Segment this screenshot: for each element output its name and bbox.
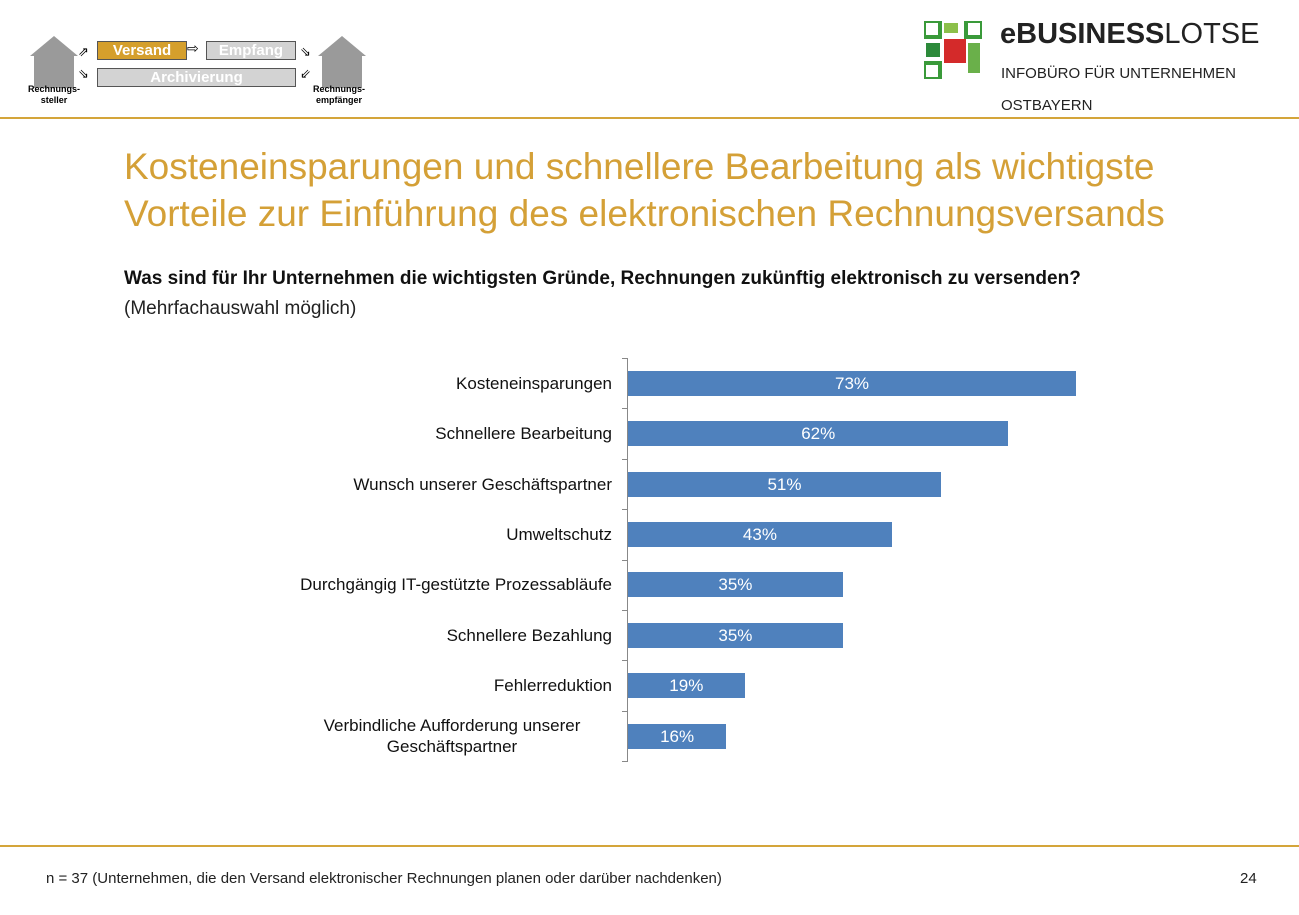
bar (628, 622, 843, 648)
brand-bold: eBUSINESS (1000, 18, 1165, 50)
data-label: 62% (801, 424, 836, 444)
category-label: Schnellere Bearbeitung (435, 424, 612, 444)
bar (628, 521, 892, 547)
axis-tick (622, 660, 628, 662)
receiver-label: Rechnungs- empfänger (312, 84, 365, 105)
data-label: 19% (669, 676, 704, 696)
category-label: Fehlerreduktion (493, 676, 612, 696)
bar (628, 370, 1076, 396)
page-number: 24 (1240, 870, 1257, 887)
versand-box: Versand (97, 41, 187, 60)
axis-tick (622, 408, 628, 410)
sender-label: Rechnungs- steller (27, 84, 80, 105)
logo-line1: INFOBÜRO FÜR UNTERNEHMEN (1001, 65, 1236, 82)
empfang-box: Empfang (206, 41, 296, 60)
house-sender-icon (30, 36, 78, 88)
qr-code-icon (924, 21, 982, 79)
category-label: Wunsch unserer Geschäftspartner (353, 474, 612, 494)
arrow-icon: ⇘ (300, 44, 311, 59)
data-label: 35% (718, 625, 753, 645)
archivierung-box: Archivierung (97, 68, 296, 87)
footer-note: n = 37 (Unternehmen, die den Versand ele… (46, 870, 722, 887)
brand-light: LOTSE (1164, 18, 1260, 50)
axis-tick (622, 610, 628, 611)
data-label: 73% (834, 373, 870, 393)
bar (628, 572, 843, 598)
survey-question: Was sind für Ihr Unternehmen die wichtig… (124, 268, 1081, 289)
slide-title: Kosteneinsparungen und schnellere Bearbe… (124, 146, 1165, 234)
header-divider (0, 117, 1299, 119)
data-label: 43% (742, 524, 777, 544)
category-label: Kosteneinsparungen (456, 373, 612, 393)
house-receiver-icon (318, 36, 366, 88)
arrow-icon: ⇗ (78, 44, 89, 59)
bar (628, 421, 1009, 447)
data-label: 16% (660, 726, 695, 746)
axis-tick (622, 358, 628, 359)
axis-tick (622, 509, 628, 511)
category-label: Durchgängig IT-gestützte Prozessabläufe (300, 575, 612, 595)
bar (628, 673, 745, 699)
category-label: Umweltschutz (506, 524, 612, 544)
footer-divider (0, 845, 1299, 847)
axis-tick (622, 710, 628, 712)
data-label: 51% (767, 474, 802, 494)
arrow-icon: ⇙ (300, 66, 311, 81)
survey-note: (Mehrfachauswahl möglich) (124, 298, 357, 319)
data-label: 35% (718, 575, 753, 595)
category-label: Verbindliche Aufforderung unserer Geschä… (323, 716, 581, 756)
logo-line2: OSTBAYERN (1001, 97, 1093, 114)
arrow-icon: ⇘ (78, 66, 89, 81)
axis-tick (622, 761, 628, 763)
bar (628, 471, 941, 497)
bar (628, 723, 727, 749)
category-label: Schnellere Bezahlung (446, 625, 612, 645)
axis-tick (622, 458, 628, 460)
axis-tick (622, 559, 628, 561)
arrow-right-icon: ⇨ (187, 40, 199, 56)
